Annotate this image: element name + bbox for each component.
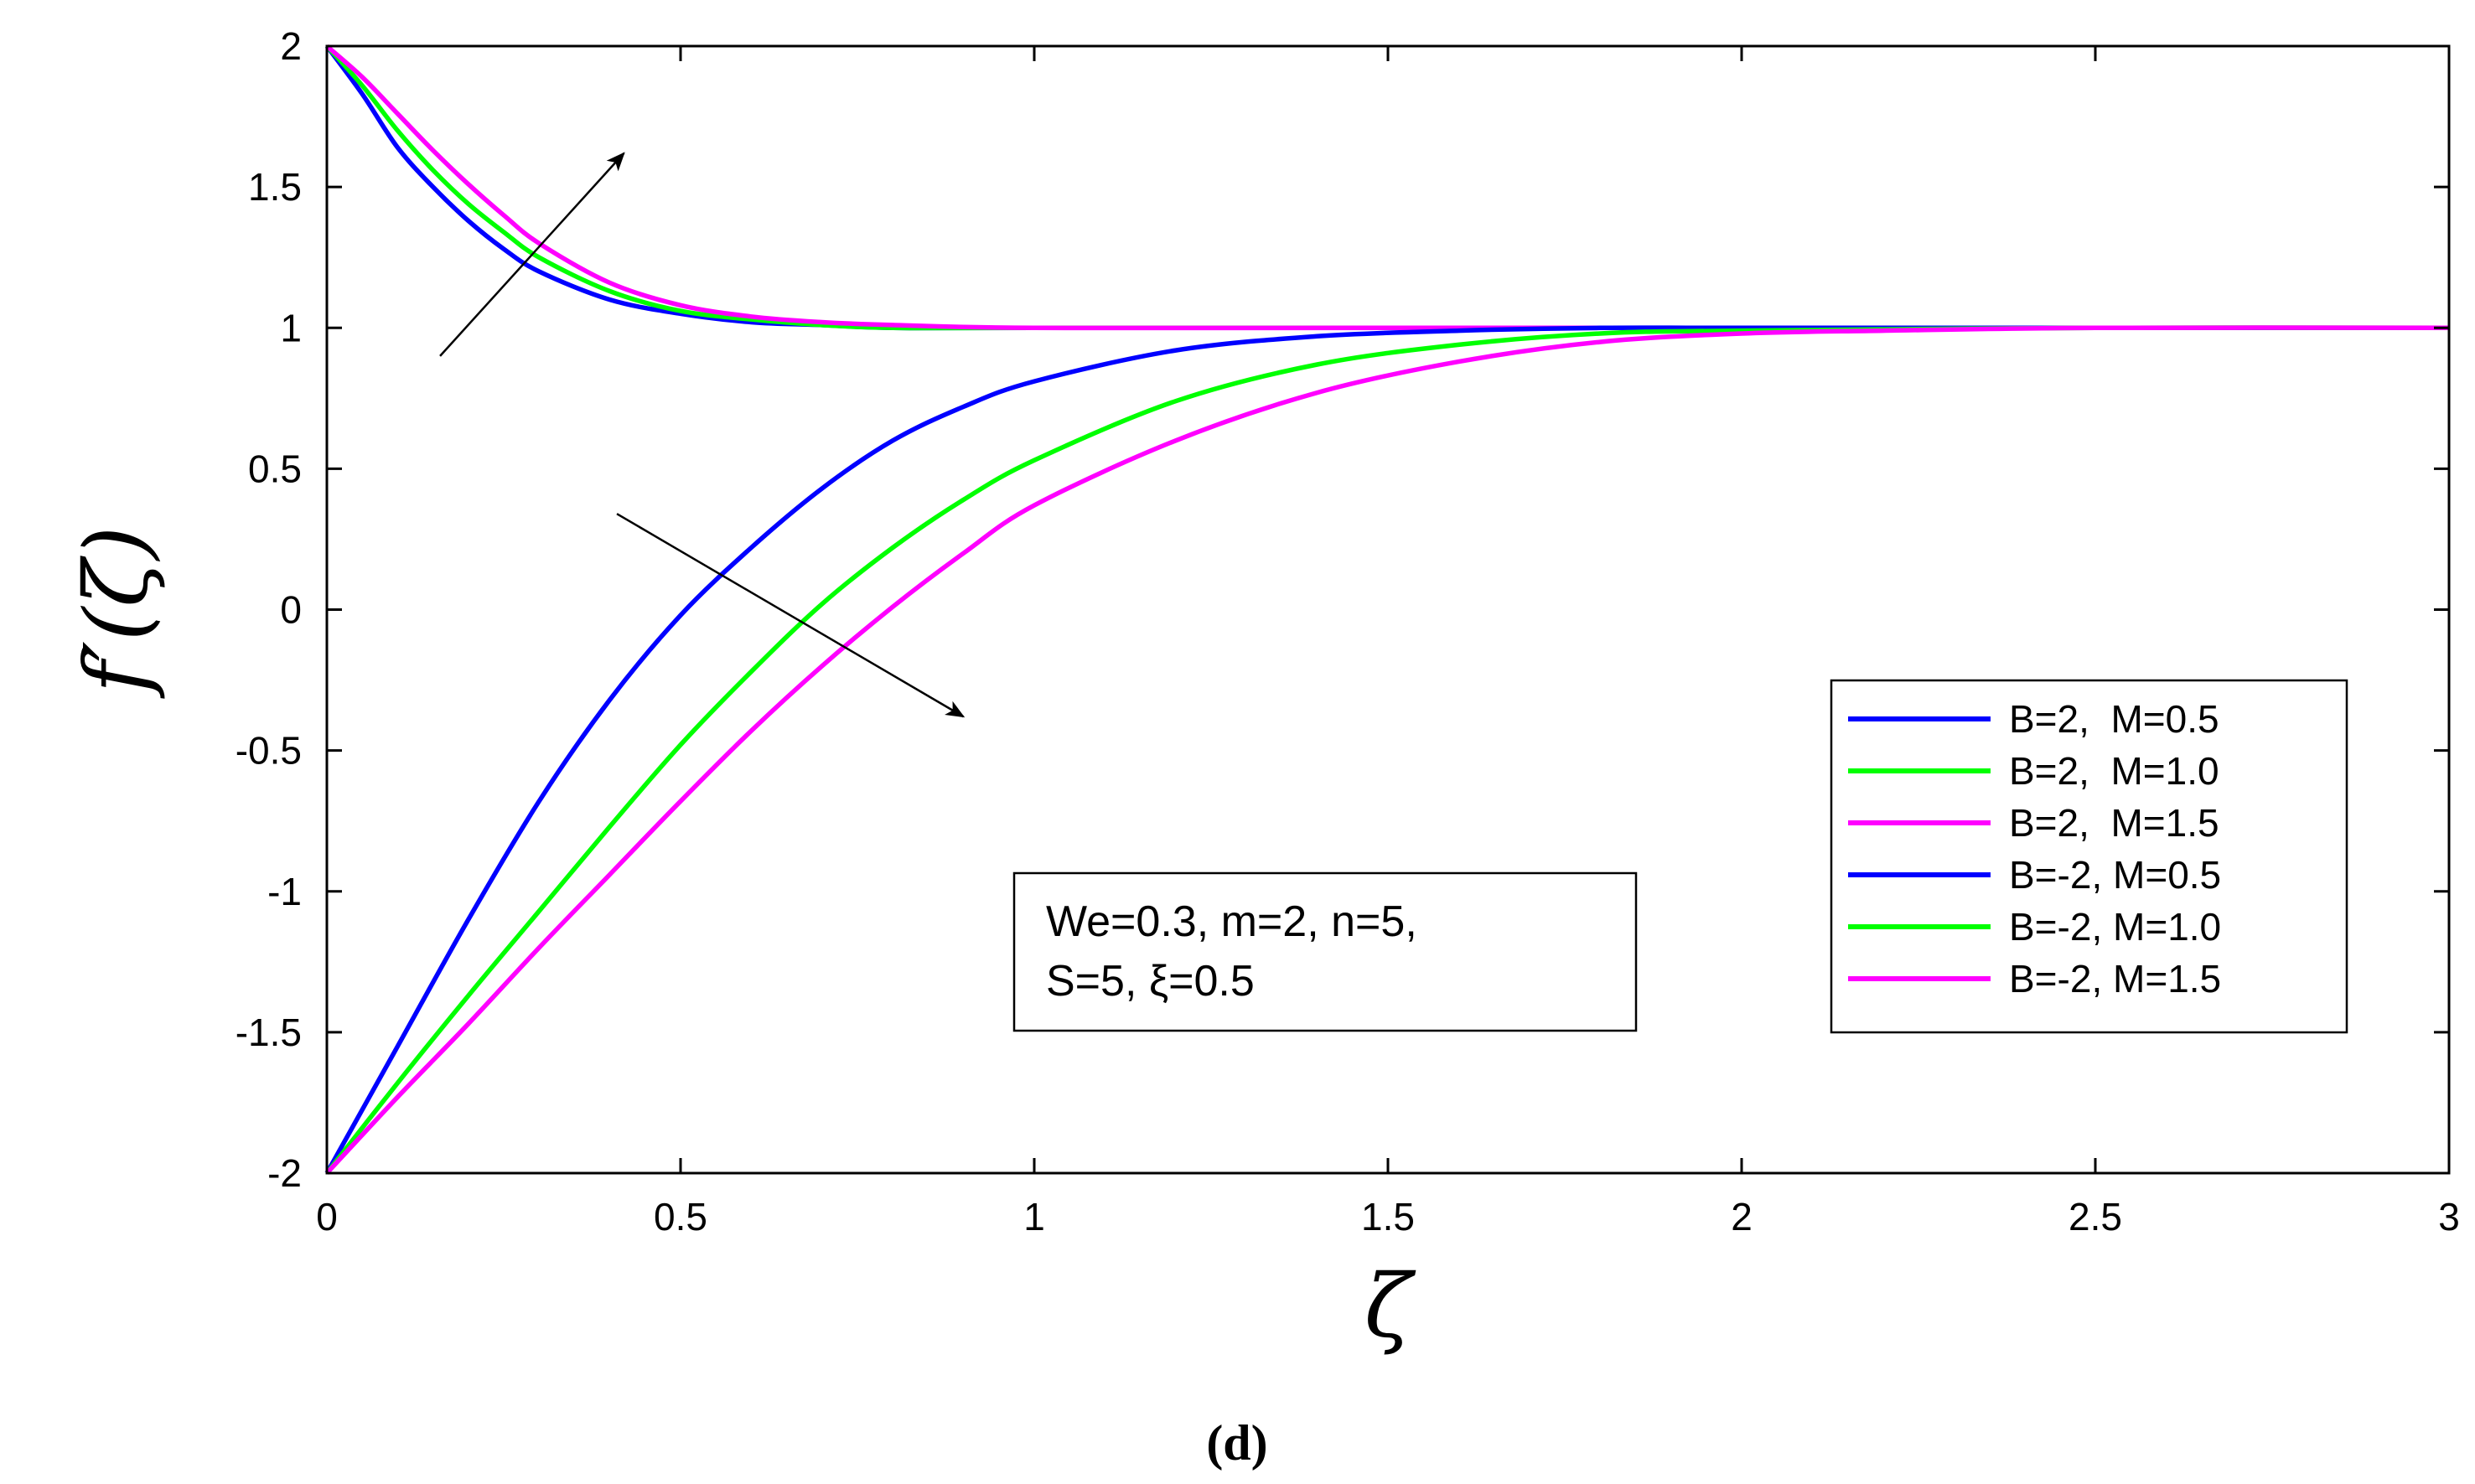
arrow-layer — [439, 152, 966, 718]
legend-label: B=-2, M=0.5 — [2009, 853, 2221, 897]
x-tick-label: 3 — [2438, 1195, 2460, 1238]
x-tick-label: 2.5 — [2069, 1195, 2122, 1238]
series-layer — [324, 44, 2450, 1175]
y-tick-label: 0 — [280, 588, 302, 632]
y-axis-label: f′(ζ) — [65, 526, 168, 700]
legend-label: B=-2, M=1.0 — [2009, 905, 2221, 949]
legend: B=2, M=0.5 B=2, M=1.0 B=2, M=1.5 B=-2, M=0.… — [1830, 679, 2348, 1034]
trend-arrow-1 — [439, 152, 625, 357]
trend-arrow-2 — [616, 513, 966, 718]
parameter-annotation-line1: We=0.3, m=2, n=5, — [1046, 897, 1417, 946]
y-tick-label: -1.5 — [236, 1011, 302, 1054]
figure-caption: (d) — [1206, 1415, 1267, 1471]
x-tick-label: 1 — [1023, 1195, 1045, 1238]
x-tick-label: 1.5 — [1361, 1195, 1415, 1238]
y-tick-label: -2 — [267, 1151, 302, 1195]
legend-box — [1830, 679, 2348, 1034]
series-line-5 — [324, 325, 2450, 1175]
legend-label: B=-2, M=1.5 — [2009, 957, 2221, 1001]
parameter-annotation: We=0.3, m=2, n=5, S=5, ξ=0.5 — [1012, 871, 1638, 1032]
legend-label: B=2, M=1.5 — [2009, 801, 2219, 845]
x-tick-label: 0.5 — [654, 1195, 707, 1238]
parameter-annotation-box — [1012, 871, 1638, 1032]
series-line-6 — [324, 325, 2450, 1175]
series-line-4 — [324, 325, 2449, 1175]
y-tick-label: -1 — [267, 870, 302, 913]
y-tick-label: 1 — [280, 306, 302, 349]
ticks-layer: 0 0.5 1 1.5 2 2.5 3 2 1.5 1 0.5 0 -0.5 -1 -1.5 -2 — [236, 24, 2460, 1238]
y-tick-label: -0.5 — [236, 729, 302, 773]
x-axis-label: ζ — [1364, 1255, 1416, 1357]
legend-label: B=2, M=1.0 — [2009, 749, 2219, 793]
parameter-annotation-line2: S=5, ξ=0.5 — [1046, 957, 1255, 1006]
y-tick-label: 2 — [280, 24, 302, 68]
x-tick-label: 2 — [1731, 1195, 1753, 1238]
y-tick-label: 0.5 — [248, 447, 302, 490]
x-tick-label: 0 — [316, 1195, 338, 1238]
y-tick-label: 1.5 — [248, 165, 302, 209]
legend-label: B=2, M=0.5 — [2009, 697, 2219, 741]
